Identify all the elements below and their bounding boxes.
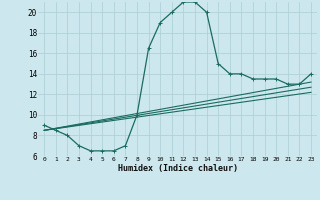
X-axis label: Humidex (Indice chaleur): Humidex (Indice chaleur) [118,164,238,173]
